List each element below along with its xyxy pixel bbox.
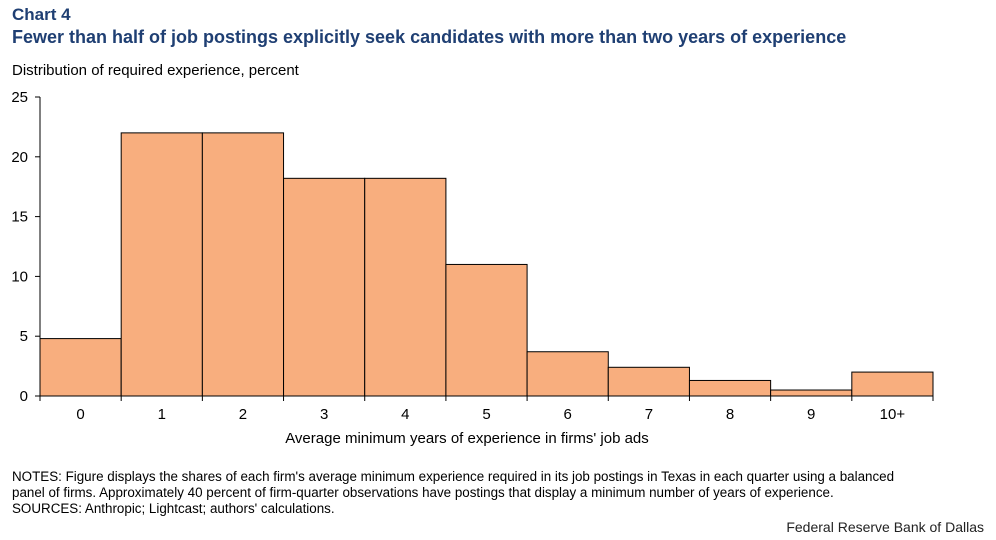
bar-6 [526,351,609,397]
x-tick-label: 6 [564,406,572,423]
x-tick-label: 1 [158,406,166,423]
y-ticks-group: 0 5 10 15 20 25 [11,89,40,405]
bar-8 [688,379,772,397]
y-axis-label: Distribution of required experience, per… [12,62,299,79]
x-tick-label: 9 [807,406,815,423]
notes-line: NOTES: Figure displays the shares of eac… [12,469,895,484]
y-tick-label: 10 [11,268,28,285]
y-tick-label: 0 [20,388,28,405]
x-tick-label: 8 [726,406,734,423]
x-tick-label: 2 [239,406,247,423]
x-ticks-group: 0 1 2 3 4 5 6 7 8 9 10+ [39,396,934,423]
bar-5 [445,263,528,397]
bar-4 [364,177,447,397]
bar-1 [120,132,203,397]
y-tick-label: 25 [11,89,28,106]
bar-2 [201,132,285,397]
histogram-chart: 0 5 10 15 20 25 0 1 2 3 4 5 6 7 8 9 10+ Average minimum… [11,89,934,447]
bar-7 [607,366,690,397]
axes-group [39,97,933,397]
x-tick-label: 10+ [880,406,906,423]
notes: NOTES: Figure displays the shares of eac… [12,469,987,517]
chart-label: Chart 4 [12,5,71,24]
bar-3 [283,177,366,397]
x-tick-label: 7 [645,406,653,423]
bars-group [39,132,934,397]
bar-0 [39,338,122,397]
sources-line: SOURCES: Anthropic; Lightcast; authors' … [12,501,335,516]
bar-10+ [851,371,934,397]
y-tick-label: 15 [11,209,28,226]
x-tick-label: 4 [401,406,409,423]
bar-9 [770,389,853,397]
x-tick-label: 3 [320,406,328,423]
x-tick-label: 5 [482,406,490,423]
notes-line: panel of firms. Approximately 40 percent… [12,485,834,500]
y-tick-label: 5 [20,328,28,345]
x-axis-label: Average minimum years of experience in f… [285,430,649,447]
chart-title: Fewer than half of job postings explicit… [12,27,847,47]
credit: Federal Reserve Bank of Dallas [786,519,984,535]
y-tick-label: 20 [11,149,28,166]
x-tick-label: 0 [76,406,84,423]
